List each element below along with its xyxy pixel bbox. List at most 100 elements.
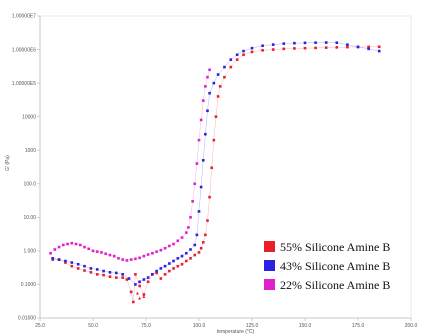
data-point [199,118,203,122]
data-point [204,132,207,136]
y-tick-label: 1.00000E7 [12,14,36,20]
data-point [206,219,209,222]
data-point [242,49,245,53]
data-point [204,85,207,88]
x-tick-label: 75.0 [141,323,151,329]
data-point [191,200,194,203]
data-point [112,254,116,258]
data-point [324,46,328,49]
data-point [197,138,201,142]
data-point [121,258,124,261]
data-point [64,259,67,263]
legend-swatch [264,260,275,271]
y-tick-label: 1.00000E6 [12,47,36,53]
data-point [195,233,199,237]
chart-axes [39,15,412,319]
data-point [180,254,184,258]
data-point [125,259,129,262]
data-point [121,273,124,276]
legend-swatch [264,241,275,252]
data-point [104,252,108,256]
data-point [121,276,124,279]
data-point [261,44,264,48]
data-point [138,256,141,260]
data-point [282,47,286,51]
data-point [129,258,133,261]
data-point [76,262,80,266]
data-point [346,43,349,46]
data-point [212,138,216,142]
data-point [235,58,239,61]
x-tick-label: 200.0 [405,323,418,329]
data-point [168,244,171,248]
data-point [229,65,233,69]
data-point [172,259,175,263]
data-point [176,257,180,260]
x-tick-label: 25.0 [35,323,45,329]
legend-label: 55% Silicone Amine B [280,240,390,254]
legend-swatch [264,279,275,290]
series-line [52,46,380,303]
data-point [218,85,222,88]
data-point [293,47,296,50]
data-point [115,271,118,275]
data-point [189,248,192,251]
legend-label: 22% Silicone Amine B [280,278,390,292]
y-axis-ticks: 0.01000 0.1000 1.000 10.00 100.0 1000 10000 1.0… [12,14,40,322]
y-tick-label: 0.1000 [21,282,37,288]
data-point [250,46,254,50]
data-point [208,68,211,72]
x-axis-ticks: 25.0 50.0 75.0 100.0 125.0 150.0 175.0 200.0 [35,318,417,329]
data-point [377,49,381,53]
data-point [91,249,95,253]
data-point [95,268,99,271]
data-point [201,241,205,244]
data-point [64,261,67,264]
data-point [159,248,163,252]
data-point [172,267,175,270]
data-point [131,300,135,304]
data-point [206,109,209,113]
data-point [102,273,105,277]
y-tick-label: 1.000 [23,249,36,255]
data-point [146,280,150,284]
data-point [159,277,163,280]
data-point [250,50,254,54]
data-point [51,257,55,260]
data-point [193,182,197,186]
data-point [242,53,245,57]
data-point [138,280,141,284]
data-point [129,290,133,294]
data-point [142,254,146,258]
y-tick-label: 1000 [25,148,36,154]
data-point [293,41,296,45]
y-tick-label: 1.00000E5 [12,81,36,87]
data-point [159,267,163,270]
data-point [127,277,131,280]
data-point [184,251,188,255]
annotation-marker: ▲ [137,296,142,302]
data-point [201,99,205,102]
data-point [377,45,381,49]
data-point [115,276,118,279]
data-point [367,45,370,49]
data-point [189,216,192,219]
data-point [314,41,317,45]
data-point [184,259,188,263]
x-tick-label: 175.0 [352,323,365,329]
data-point [335,41,339,45]
data-point [210,166,214,170]
data-point [146,253,150,256]
data-point [229,58,233,61]
data-point [142,278,146,281]
data-point [74,242,78,246]
data-point [303,41,307,45]
data-point [201,159,205,162]
data-point [138,284,141,288]
data-point [57,245,61,249]
data-point [163,273,167,276]
y-axis-title: G' (Pa) [5,155,11,171]
data-point [151,251,154,255]
data-point [346,45,349,49]
data-point [176,264,180,268]
